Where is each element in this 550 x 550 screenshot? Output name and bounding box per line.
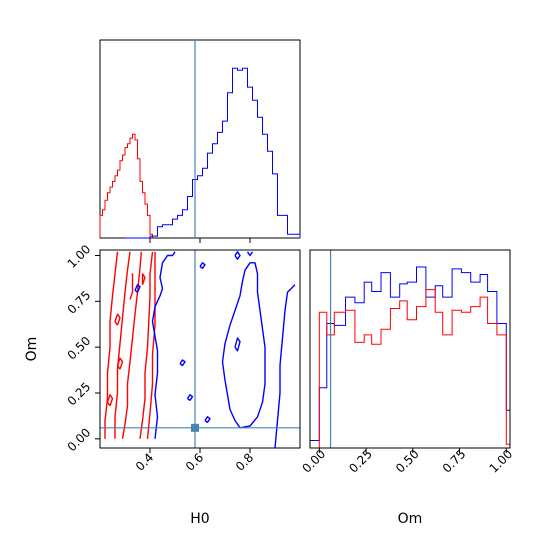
contour-red-18 [114, 313, 121, 326]
panel-om-frame [309, 249, 511, 449]
contour-ytick-label: 0.75 [65, 288, 94, 317]
contour-xtick-label: 0.8 [233, 450, 256, 473]
contour-ytick-label: 0.25 [65, 380, 94, 409]
contour-blue-13 [199, 262, 206, 269]
contour-blue-6 [221, 262, 266, 429]
contour-ytick-label: 0.00 [65, 425, 94, 454]
contour-blue-10 [186, 394, 194, 401]
histogram-series-red-h0 [99, 133, 153, 238]
y-axis-label-om: Om [24, 337, 40, 362]
panel-h0-histogram [99, 39, 301, 243]
histogram-series-red-om [310, 289, 510, 448]
contour-xtick-label: 0.4 [133, 450, 156, 473]
contour-red-0 [121, 251, 142, 439]
om-hist-xtick-label: 0.25 [346, 447, 375, 476]
om-hist-xtick-label: 0.00 [300, 447, 329, 476]
truth-marker [191, 423, 199, 432]
x-axis-label-h0: H0 [190, 511, 209, 527]
contour-red-19 [116, 357, 124, 370]
x-axis-label-om: Om [398, 511, 423, 527]
contour-red-17 [141, 273, 146, 286]
contour-blue-15 [134, 284, 141, 293]
contour-ytick-label: 1.00 [65, 242, 94, 271]
contour-red-20 [106, 394, 114, 407]
contour-blue-8 [234, 337, 241, 352]
om-hist-xtick-label: 1.00 [486, 447, 515, 476]
contour-blue-9 [179, 359, 186, 367]
contour-blue-7 [274, 284, 296, 448]
panel-contour-frame [99, 249, 301, 449]
contour-ytick-label: 0.50 [65, 334, 94, 363]
contour-blue-12 [246, 251, 254, 257]
histogram-series-blue-h0 [125, 67, 301, 239]
contour-blue-14 [234, 251, 241, 260]
contour-red-16 [129, 273, 134, 300]
om-hist-xtick-label: 0.75 [440, 447, 469, 476]
contour-blue-5 [151, 251, 176, 439]
panel-h0-om-contour: 0.4 0.6 0.8 0.00 0.25 0.50 0.75 1.00 H0 Om [24, 242, 301, 527]
contour-blue-11 [204, 416, 211, 423]
contour-xtick-label: 0.6 [183, 450, 206, 473]
contour-red-4 [146, 251, 156, 439]
contour-red-3 [104, 251, 119, 439]
histogram-series-blue-om [310, 266, 510, 448]
om-hist-xtick-label: 0.50 [393, 447, 422, 476]
contour-red-2 [139, 251, 154, 439]
contour-red-1 [114, 251, 131, 439]
panel-om-histogram: 0.00 0.25 0.50 0.75 1.00 Om [300, 249, 515, 527]
